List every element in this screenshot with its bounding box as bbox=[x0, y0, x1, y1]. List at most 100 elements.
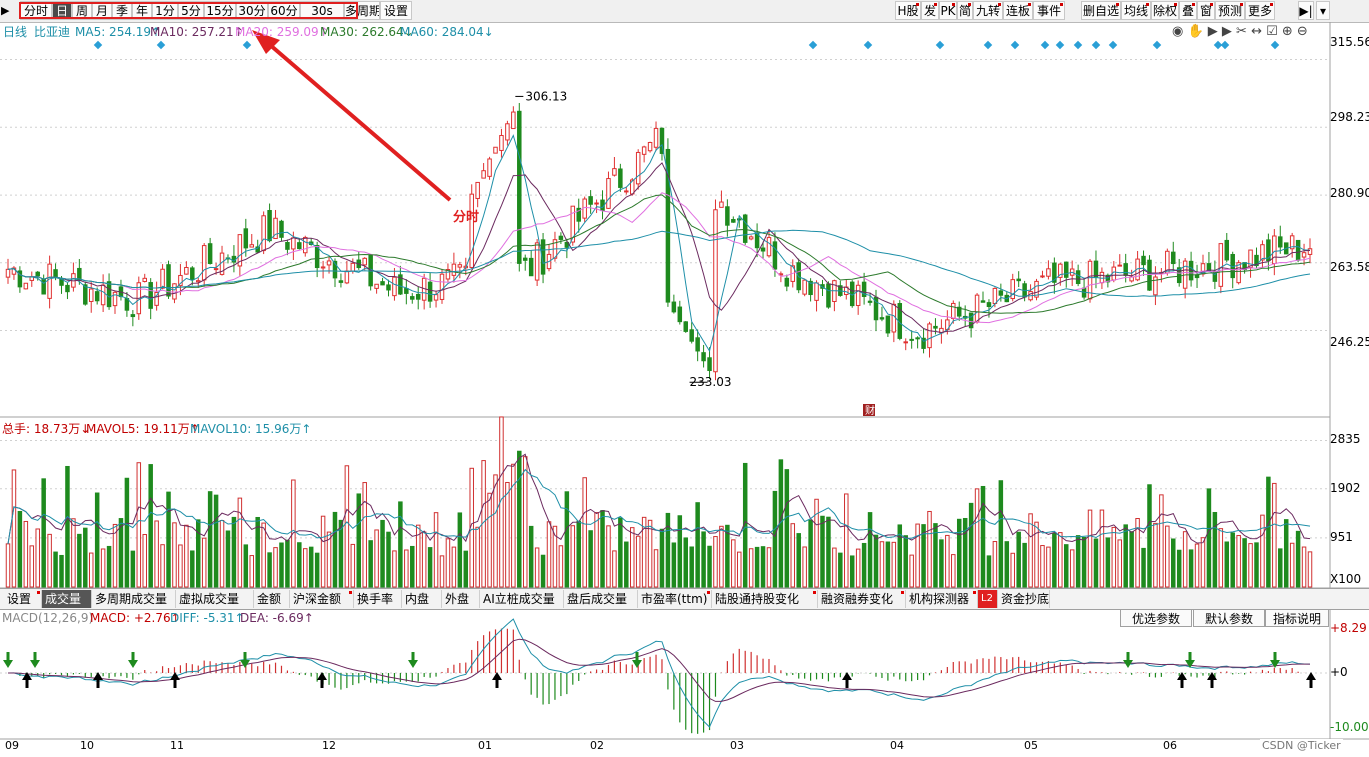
volume-bar bbox=[1176, 549, 1182, 588]
toolbar-btn-11[interactable]: 窗 bbox=[1197, 1, 1215, 20]
candle-body bbox=[106, 281, 112, 308]
volume-bar bbox=[725, 524, 730, 588]
volume-bar bbox=[178, 544, 183, 588]
toolbar-btn-6[interactable]: 事件 bbox=[1033, 1, 1065, 20]
volume-bar bbox=[796, 533, 801, 588]
candle-body bbox=[826, 283, 831, 308]
tab-0[interactable]: 设置 bbox=[4, 590, 42, 608]
toolbar-btn-7[interactable]: 删自选 bbox=[1081, 1, 1121, 20]
sell-arrow-icon bbox=[128, 652, 138, 668]
period-5[interactable]: 年 bbox=[132, 1, 152, 20]
candle-body bbox=[760, 247, 766, 252]
volume-bar bbox=[439, 555, 445, 588]
toolbar-btn-2[interactable]: PK bbox=[939, 1, 957, 20]
macd-button-0[interactable]: 优选参数 bbox=[1120, 609, 1192, 627]
volume-bar bbox=[190, 550, 195, 588]
tab-13[interactable]: 融资融券变化 bbox=[818, 590, 906, 608]
macd-button-2[interactable]: 指标说明 bbox=[1265, 609, 1329, 627]
volume-bar bbox=[1165, 525, 1170, 588]
date-tick-8: 05 bbox=[1024, 739, 1038, 752]
tab-1[interactable]: 成交量 bbox=[42, 590, 92, 608]
period-8[interactable]: 15分 bbox=[204, 1, 236, 20]
candle-body bbox=[861, 281, 867, 297]
toolbar-btn-3[interactable]: 简 bbox=[957, 1, 973, 20]
tab-14[interactable]: 机构探测器 bbox=[906, 590, 978, 608]
period-1[interactable]: 日 bbox=[52, 1, 72, 20]
tab-10[interactable]: 盘后成交量 bbox=[564, 590, 638, 608]
toolbar-btn-1[interactable]: 发 bbox=[921, 1, 939, 20]
tab-6[interactable]: 换手率 bbox=[354, 590, 402, 608]
tab-3[interactable]: 虚拟成交量 bbox=[176, 590, 254, 608]
candle-body bbox=[154, 291, 159, 306]
candle-body bbox=[909, 338, 914, 341]
volume-label-1: MAVOL5: 19.11万↑ bbox=[86, 422, 200, 436]
toolbar-btn-5[interactable]: 连板 bbox=[1003, 1, 1033, 20]
chart-toolbar-icons[interactable]: ◉ ✋ ▶ ▶ ✂ ↔ ☑ ⊕ ⊖ bbox=[1172, 24, 1308, 39]
toolbar-btn-4[interactable]: 九转 bbox=[973, 1, 1003, 20]
period-2[interactable]: 周 bbox=[72, 1, 92, 20]
volume-bar bbox=[618, 517, 623, 588]
toolbar-btn-13[interactable]: 更多 bbox=[1245, 1, 1275, 20]
tab-8[interactable]: 外盘 bbox=[442, 590, 480, 608]
event-diamond bbox=[242, 40, 252, 50]
tab-5[interactable]: 沪深金额 bbox=[290, 590, 354, 608]
volume-bar bbox=[386, 531, 391, 588]
volume-bar bbox=[909, 554, 914, 588]
nav-arrow-icon[interactable]: ▶| bbox=[1298, 1, 1314, 20]
tab-label-16: 资金抄底 bbox=[1001, 592, 1050, 606]
volume-bar bbox=[915, 523, 920, 588]
toolbar-btn-9[interactable]: 除权 bbox=[1151, 1, 1179, 20]
chevron-down-icon[interactable]: ▾ bbox=[1316, 1, 1330, 20]
tab-15[interactable]: L2 bbox=[978, 590, 998, 608]
candle-body bbox=[100, 284, 106, 306]
sell-arrow-icon bbox=[632, 652, 642, 668]
candle-body bbox=[1236, 262, 1241, 284]
tab-4[interactable]: 金额 bbox=[254, 590, 290, 608]
period-7[interactable]: 5分 bbox=[178, 1, 204, 20]
toolbar-btn-10[interactable]: 叠 bbox=[1179, 1, 1197, 20]
candle-body bbox=[350, 262, 356, 272]
period-11[interactable]: 30s bbox=[300, 1, 344, 20]
tab-12[interactable]: 陆股通持股变化 bbox=[712, 590, 818, 608]
tab-dot-5 bbox=[349, 591, 352, 594]
event-diamond bbox=[156, 40, 166, 50]
macd-button-1[interactable]: 默认参数 bbox=[1193, 609, 1265, 627]
period-12[interactable]: 多周期 bbox=[344, 1, 380, 20]
arrow-right-icon[interactable]: ▶ bbox=[1, 4, 10, 17]
toolbar-btn-0[interactable]: H股 bbox=[895, 1, 921, 20]
tab-9[interactable]: AI立桩成交量 bbox=[480, 590, 564, 608]
tab-11[interactable]: 市盈率(ttm) bbox=[638, 590, 712, 608]
price-tick-4: 246.25 bbox=[1330, 335, 1369, 349]
candle-body bbox=[1289, 235, 1295, 250]
volume-bar bbox=[1236, 535, 1241, 588]
candle-body bbox=[94, 291, 100, 302]
period-13[interactable]: 设置 bbox=[380, 1, 412, 20]
candle-body bbox=[303, 236, 308, 254]
candle-body bbox=[386, 284, 391, 291]
volume-bar bbox=[88, 552, 94, 588]
candle-body bbox=[172, 283, 177, 300]
toolbar-btn-12[interactable]: 预测 bbox=[1215, 1, 1245, 20]
period-10[interactable]: 60分 bbox=[268, 1, 300, 20]
tab-7[interactable]: 内盘 bbox=[402, 590, 442, 608]
date-tick-4: 01 bbox=[478, 739, 492, 752]
volume-bar bbox=[1123, 524, 1128, 588]
candle-body bbox=[1272, 235, 1277, 265]
candle-body bbox=[41, 278, 46, 295]
ma-line-20 bbox=[7, 192, 1311, 324]
volume-bar bbox=[790, 523, 796, 588]
volume-bar bbox=[237, 497, 243, 588]
toolbar-btn-8[interactable]: 均线 bbox=[1121, 1, 1151, 20]
tab-16[interactable]: 资金抄底 bbox=[998, 590, 1050, 608]
candle-body bbox=[1010, 279, 1015, 300]
period-3[interactable]: 月 bbox=[92, 1, 112, 20]
tab-2[interactable]: 多周期成交量 bbox=[92, 590, 176, 608]
buy-arrow-icon bbox=[170, 672, 180, 688]
period-6[interactable]: 1分 bbox=[152, 1, 178, 20]
volume-bar bbox=[77, 533, 82, 588]
candle-body bbox=[88, 288, 94, 302]
period-4[interactable]: 季 bbox=[112, 1, 132, 20]
volume-bar bbox=[635, 535, 641, 588]
period-9[interactable]: 30分 bbox=[236, 1, 268, 20]
